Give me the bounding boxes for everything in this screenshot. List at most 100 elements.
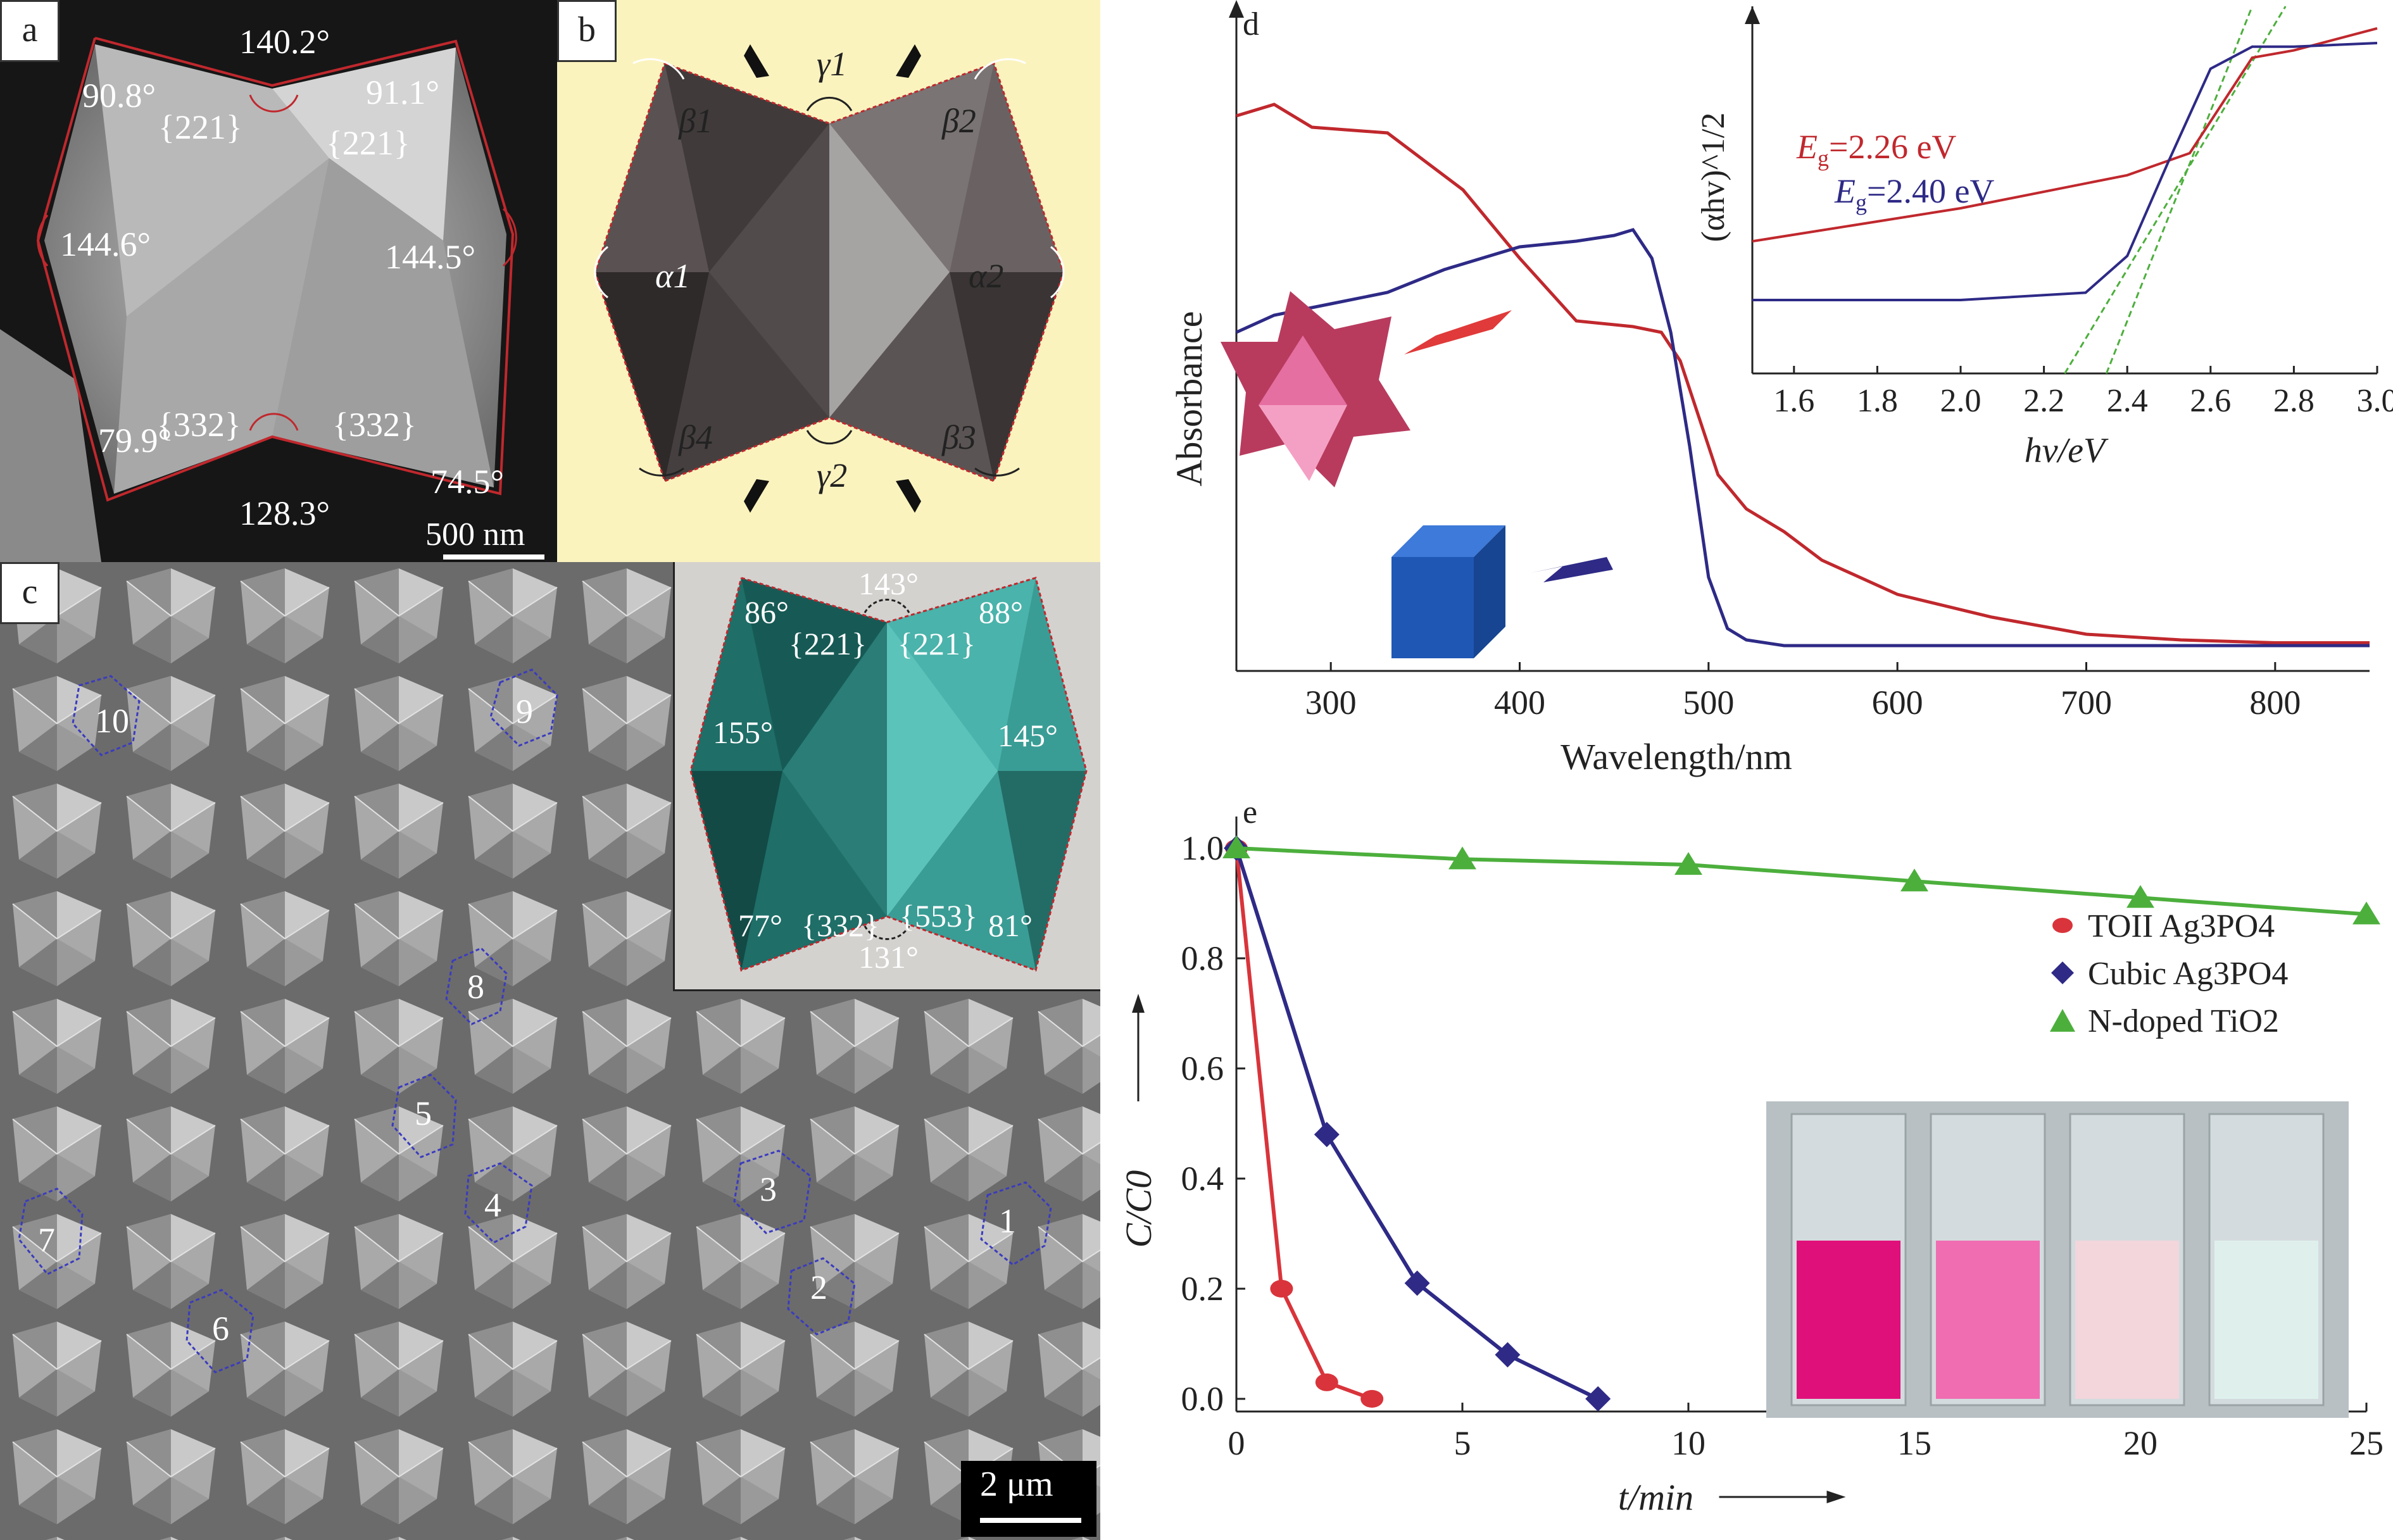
x-tick-label: 20 [2123,1424,2157,1462]
data-point [1404,1270,1430,1296]
angle-label: 90.8° [82,77,156,115]
angle-label: 143° [858,566,919,601]
facet-label: {553} [900,898,977,934]
data-point [1360,1390,1384,1408]
scale-bar-label: 2 μm [980,1465,1053,1504]
x-tick-label: 10 [1671,1424,1705,1462]
panel-a: a 140.2° 90.8° 91.1° 144.6° 144.5° 79.9°… [0,0,557,562]
series-line-0 [1234,848,1373,1401]
panel-d-letter: d [1243,6,1259,42]
y-axis-label: C/C0 [1118,1170,1159,1248]
panel-a-letter: a [0,0,60,62]
data-point [1674,852,1702,875]
panel-b: b γ1 β1 β2 α1 α2 β4 β3 γ2 [557,0,1100,562]
x-tick-label: 300 [1305,684,1357,722]
data-point [1270,1280,1293,1298]
x-tick-label: 5 [1454,1424,1471,1462]
inset-x-tick-label: 2.6 [2190,383,2231,419]
angle-symbol: γ1 [817,45,848,83]
x-tick-label: 400 [1494,684,1545,722]
y-axis-label: Absorbance [1169,311,1210,486]
angle-label: 131° [858,939,919,975]
angle-label: 155° [713,715,773,750]
angle-symbol: β2 [942,102,976,140]
panel-e: e 0 5 10 15 20 25 0.0 0.2 0.4 0.6 0.8 1.0 t/min C/C0 TO… [1100,779,2393,1540]
legend-label: N-doped TiO2 [2088,1003,2279,1039]
inset-x-tick-label: 1.8 [1857,383,1898,419]
facet-label: {221} [158,108,242,146]
particle-number: 10 [95,702,129,740]
cuvette-solution [2075,1241,2179,1399]
particle-number: 4 [484,1186,501,1224]
x-tick-label: 700 [2061,684,2112,722]
series-line-1 [1235,228,2370,648]
inset-x-axis-label: hv/eV [2025,431,2109,470]
inset-crystal-model [689,577,1088,972]
star-facet [1259,335,1347,405]
facet-label: {221} [898,626,976,661]
particle-number: 2 [810,1268,827,1306]
angle-label: 88° [979,594,1023,630]
panel-c-inset: 143° 86° 88° 155° 145° 77° 81° 131° {221… [673,562,1100,991]
facet-label: {221} [789,626,867,661]
band-gap-label: Eg=2.26 eV [1796,128,1956,171]
tangent-line [2105,6,2253,374]
tangent-line [2064,6,2287,374]
data-point [2126,885,2154,908]
scale-bar [980,1518,1081,1523]
panel-a-sem-image [0,0,557,562]
octahedron-illustration [1221,291,1410,487]
x-axis-label: Wavelength/nm [1561,736,1792,777]
inset-x-tick-label: 2.0 [1940,383,1982,419]
y-axis-arrow [1229,0,1244,18]
inset-series-line-1 [1752,42,2378,301]
angle-symbol: α2 [969,257,1004,295]
particle-number: 8 [467,968,484,1006]
data-point [1314,1122,1340,1148]
x-axis-arrow [1826,1491,1846,1503]
data-point [1495,1342,1521,1368]
angle-label: 86° [744,594,789,630]
angle-label: 74.5° [430,463,505,501]
inset-series-line-0 [1752,27,2378,243]
angle-label: 128.3° [239,494,330,532]
facet-label: {332} [801,908,879,943]
inset-x-tick-label: 1.6 [1773,383,1814,419]
inset-x-tick-label: 3.0 [2357,383,2393,419]
inset-x-tick-label: 2.8 [2273,383,2314,419]
facet-label: {221} [326,124,410,162]
cube-illustration [1391,525,1505,658]
series-line-0 [1236,103,2370,644]
x-tick-label: 800 [2249,684,2301,722]
legend-label: Cubic Ag3PO4 [2088,956,2288,992]
x-tick-label: 25 [2349,1424,2384,1462]
particle-number: 7 [38,1221,55,1259]
angle-label: 144.6° [60,225,151,263]
angle-symbol: β3 [942,418,976,456]
particle-number: 1 [999,1202,1016,1240]
cuvette-solution [2214,1241,2318,1399]
y-tick-label: 0.0 [1181,1380,1224,1418]
legend-marker [2051,961,2074,984]
angle-symbol: γ2 [817,456,848,494]
data-point [2352,901,2380,925]
cuvette-photo [1766,1101,2349,1418]
angle-label: 140.2° [239,23,330,61]
panel-e-letter: e [1243,794,1257,830]
particle-number: 3 [760,1170,777,1208]
cube-top [1391,525,1505,557]
inset-y-axis-arrow [1745,6,1760,24]
angle-symbol: α1 [655,257,691,295]
y-tick-label: 0.8 [1181,939,1224,977]
cuvette-solution [1797,1241,1900,1399]
series-line-1 [1234,848,1599,1401]
particle-number: 5 [415,1094,432,1132]
particle-number: 6 [212,1310,229,1348]
data-point [1222,836,1250,858]
facet-label: {332} [157,406,241,444]
scale-bar-box [961,1461,1096,1537]
x-tick-label: 15 [1897,1424,1931,1462]
y-tick-label: 0.2 [1181,1270,1224,1308]
y-tick-label: 0.6 [1181,1049,1224,1087]
inset-y-axis-label: (αhv)^1/2 [1695,113,1731,242]
